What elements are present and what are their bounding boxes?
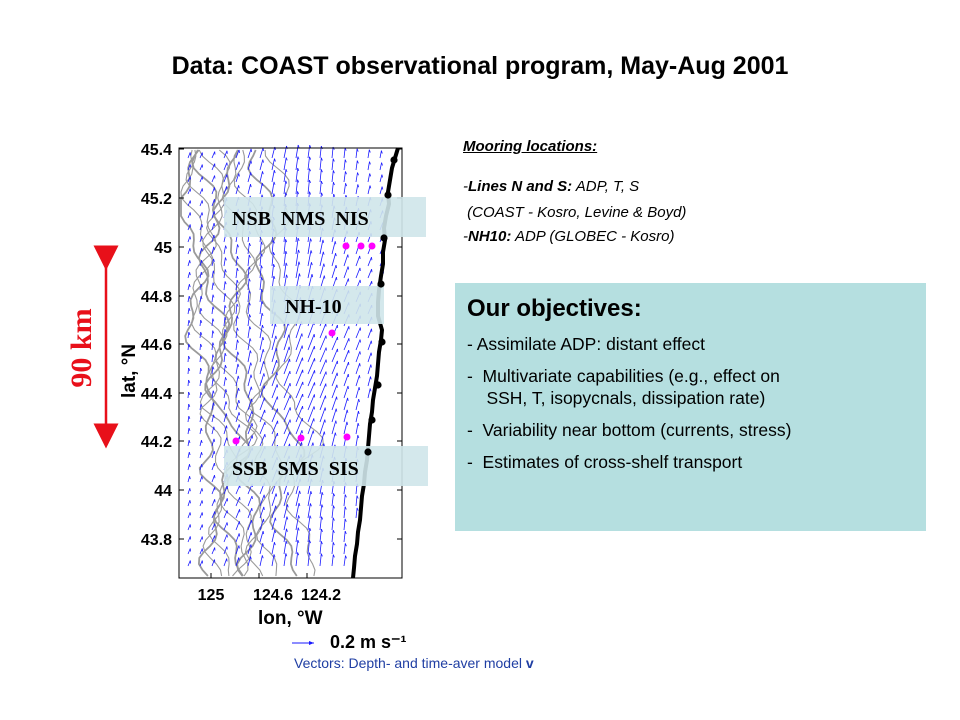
distance-scale-label: 90 km xyxy=(65,308,98,388)
vector-caption: Vectors: Depth- and time-aver model v xyxy=(294,655,534,671)
objective-item: - Variability near bottom (currents, str… xyxy=(467,420,792,440)
lat-tick-label: 44.4 xyxy=(141,386,172,403)
mooring-sms xyxy=(297,434,305,442)
nh10-label-box xyxy=(270,286,384,324)
mooring-heading: Mooring locations: xyxy=(463,138,598,155)
north-line-label-box xyxy=(224,197,426,237)
mooring-ssb xyxy=(232,437,240,445)
lon-axis-label: lon, °W xyxy=(258,608,323,629)
lon-tick-label: 124.6 xyxy=(253,587,293,604)
lat-tick-label: 44.6 xyxy=(141,337,172,354)
lat-tick-label: 45.2 xyxy=(141,191,172,208)
scale-vector-label: 0.2 m s⁻¹ xyxy=(330,632,407,652)
map-frame xyxy=(178,147,403,579)
mooring-line-1: -Lines N and S: ADP, T, S xyxy=(463,178,640,195)
lat-tick-label: 44 xyxy=(154,483,172,500)
lon-tick-label: 125 xyxy=(198,587,225,604)
mooring-nh10 xyxy=(328,329,336,337)
objective-item: - Assimilate ADP: distant effect xyxy=(467,334,705,354)
mooring-nsb xyxy=(342,242,350,250)
lat-tick-label: 45 xyxy=(154,240,172,257)
mooring-line-3: -NH10: ADP (GLOBEC - Kosro) xyxy=(463,228,675,245)
lat-axis-label: lat, °N xyxy=(119,344,140,398)
north-line-label: NSB NMS NIS xyxy=(232,208,369,230)
mooring-markers xyxy=(232,242,376,445)
lat-tick-label: 45.4 xyxy=(141,142,172,159)
objectives-title: Our objectives: xyxy=(467,295,642,322)
lat-tick-label: 44.2 xyxy=(141,434,172,451)
mooring-sis xyxy=(343,433,351,441)
nh10-label: NH-10 xyxy=(285,296,342,318)
lon-tick-label: 124.2 xyxy=(301,587,341,604)
mooring-line-2: (COAST - Kosro, Levine & Boyd) xyxy=(463,204,687,221)
south-line-label-box xyxy=(224,446,428,486)
objective-item: - Multivariate capabilities (e.g., effec… xyxy=(467,366,780,408)
mooring-nis xyxy=(368,242,376,250)
south-line-label: SSB SMS SIS xyxy=(232,458,359,480)
objective-item: - Estimates of cross-shelf transport xyxy=(467,452,743,472)
slide-title: Data: COAST observational program, May-A… xyxy=(171,52,789,80)
lat-tick-label: 44.8 xyxy=(141,289,172,306)
lat-tick-label: 43.8 xyxy=(141,532,172,549)
objectives-box: Our objectives: - Assimilate ADP: distan… xyxy=(455,283,926,531)
mooring-nms xyxy=(357,242,365,250)
